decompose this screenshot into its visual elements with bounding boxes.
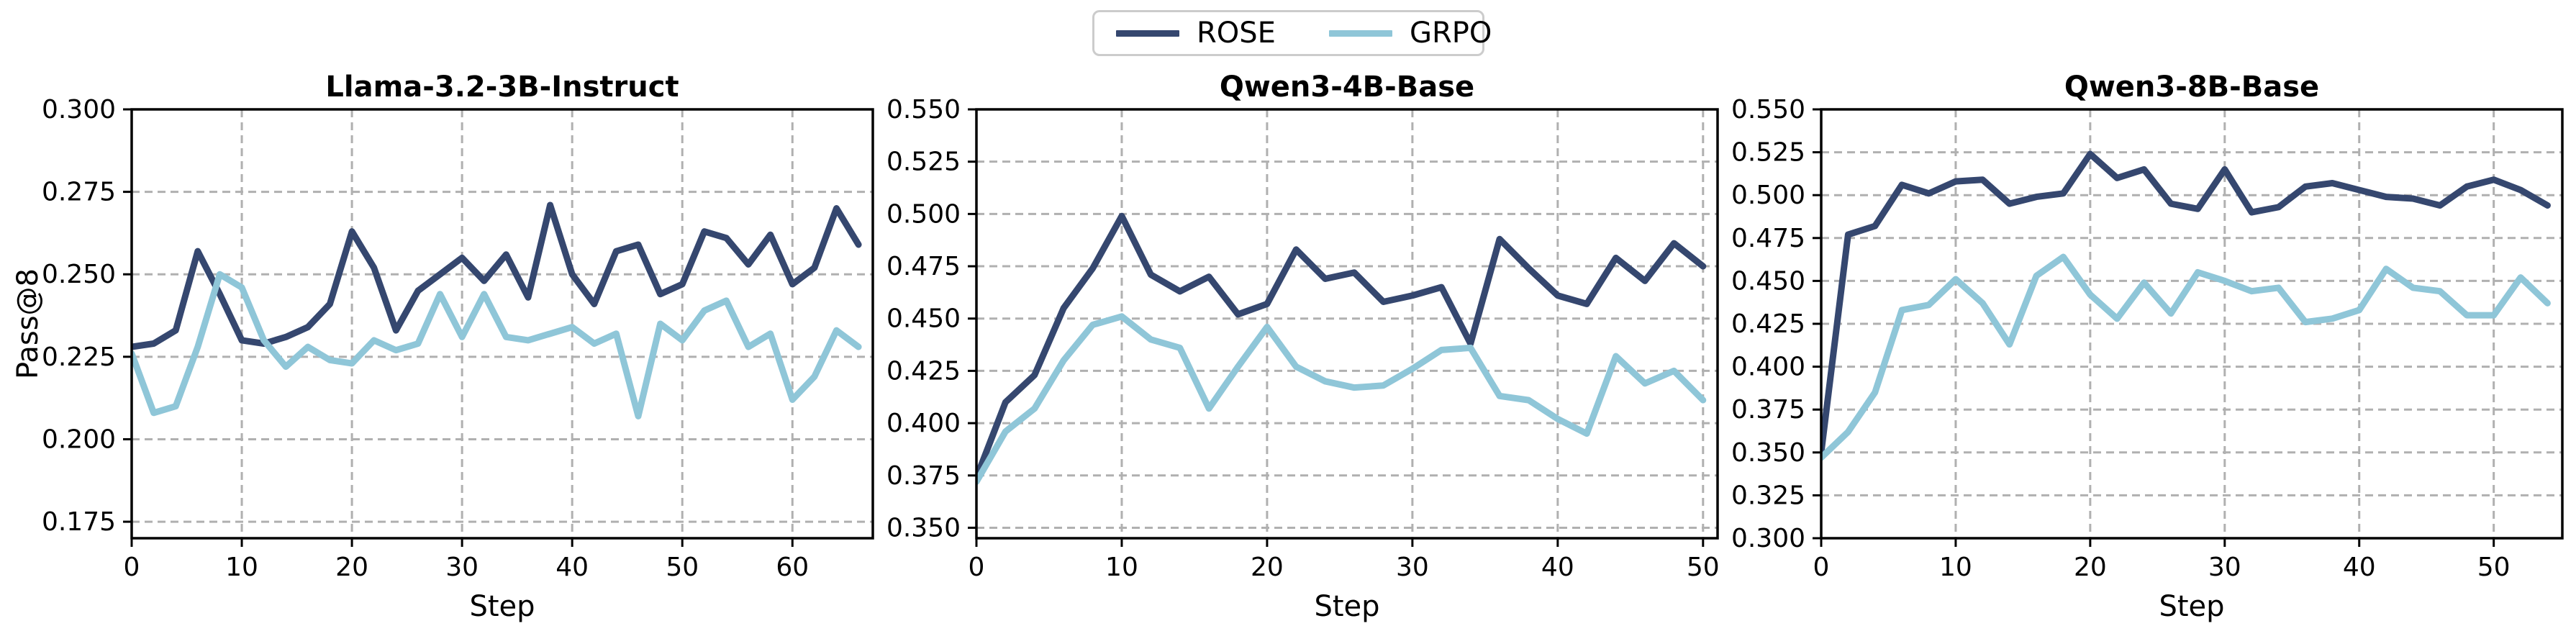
gridlines [1820, 108, 2562, 540]
x-tick-label: 60 [776, 553, 809, 582]
series-line-grpo [132, 271, 862, 419]
plot-frame [130, 108, 874, 540]
x-tick-label: 0 [124, 553, 140, 582]
ticks [123, 108, 794, 547]
x-tick-label: 50 [666, 553, 699, 582]
series-line-rose [1821, 150, 2551, 456]
series-line-grpo [976, 313, 1707, 486]
y-axis-label: Pass@8 [12, 268, 45, 379]
series-line-grpo [1821, 253, 2551, 461]
axes-Qwen3-8B-Base: 0 10 20 30 40 50 0.300 0.325 0.350 0.375 0.400 0.42… [1731, 71, 2564, 623]
series-group [976, 212, 1707, 486]
y-tick-label: 0.325 [1731, 481, 1805, 510]
x-tick-label: 10 [225, 553, 258, 582]
y-tick-label: 0.250 [42, 260, 116, 289]
y-tick-label: 0.300 [1731, 524, 1805, 553]
y-tick-label: 0.550 [1731, 95, 1805, 124]
legend-label-rose: ROSE [1197, 17, 1276, 50]
x-tick-label: 30 [445, 553, 479, 582]
y-tick-label: 0.400 [886, 409, 961, 438]
grpo-line-swatch-icon [1328, 30, 1392, 37]
x-tick-label: 40 [555, 553, 589, 582]
y-tick-label: 0.300 [42, 95, 116, 124]
x-tick-label: 30 [1396, 553, 1429, 582]
y-tick-label: 0.350 [1731, 438, 1805, 468]
y-tick-label: 0.500 [1731, 181, 1805, 210]
x-tick-label: 40 [2343, 553, 2376, 582]
y-tick-label: 0.200 [42, 425, 116, 454]
x-tick-label: 10 [1105, 553, 1138, 582]
x-axis-label: Step [2159, 590, 2224, 623]
ticks [1813, 108, 2495, 547]
y-tick-label: 0.525 [1731, 138, 1805, 168]
chart-title: Qwen3-8B-Base [2064, 71, 2319, 104]
series-line-rose [976, 212, 1707, 481]
axes-Llama-3.2-3B-Instruct: 0 10 20 30 40 50 60 0.175 0.200 0.225 0.250 0.275 0.… [12, 71, 874, 623]
x-tick-label: 50 [2477, 553, 2511, 582]
legend-label-grpo: GRPO [1409, 17, 1492, 50]
y-tick-label: 0.275 [42, 178, 116, 207]
x-tick-label: 20 [1251, 553, 1284, 582]
y-tick-label: 0.550 [886, 95, 961, 124]
gridlines [975, 108, 1718, 538]
x-axis-label: Step [1314, 590, 1379, 623]
y-tick-label: 0.450 [1731, 266, 1805, 296]
y-tick-label: 0.175 [42, 507, 116, 537]
y-tick-label: 0.475 [886, 252, 961, 281]
x-tick-label: 0 [1813, 553, 1830, 582]
y-tick-label: 0.375 [886, 461, 961, 491]
axes-Qwen3-4B-Base: 0 10 20 30 40 50 0.350 0.375 0.400 0.425 0.450 0.47… [886, 71, 1720, 623]
x-tick-label: 0 [969, 553, 985, 582]
y-tick-label: 0.475 [1731, 224, 1805, 253]
y-tick-label: 0.450 [886, 304, 961, 334]
y-tick-label: 0.525 [886, 148, 961, 177]
chart-title: Llama-3.2-3B-Instruct [325, 71, 679, 104]
legend-item-grpo: GRPO [1328, 17, 1492, 50]
x-tick-label: 10 [1939, 553, 1972, 582]
y-tick-label: 0.500 [886, 199, 961, 229]
tick-labels: 0 10 20 30 40 50 0.300 0.325 0.350 0.375 0.400 0.42… [1731, 95, 2511, 582]
y-tick-label: 0.350 [886, 513, 961, 543]
series-group [1821, 150, 2551, 461]
tick-labels: 0 10 20 30 40 50 0.350 0.375 0.400 0.425 0.450 0.47… [886, 95, 1720, 582]
chart-title: Qwen3-4B-Base [1220, 71, 1474, 104]
rose-line-swatch-icon [1116, 30, 1179, 37]
gridlines [130, 108, 873, 538]
x-tick-label: 50 [1687, 553, 1720, 582]
x-tick-label: 40 [1541, 553, 1574, 582]
y-tick-label: 0.425 [1731, 309, 1805, 339]
series-group [132, 201, 862, 419]
legend: ROSE GRPO [1092, 10, 1492, 56]
x-tick-label: 30 [2208, 553, 2241, 582]
y-tick-label: 0.425 [886, 356, 961, 386]
tick-labels: 0 10 20 30 40 50 60 0.175 0.200 0.225 0.250 0.275 0.… [42, 95, 809, 582]
x-tick-label: 20 [2074, 553, 2107, 582]
x-tick-label: 20 [335, 553, 368, 582]
x-axis-label: Step [469, 590, 535, 623]
y-tick-label: 0.400 [1731, 353, 1805, 382]
series-line-rose [132, 201, 862, 350]
ticks [968, 108, 1705, 547]
y-tick-label: 0.375 [1731, 395, 1805, 425]
plot-frame [975, 108, 1719, 540]
y-tick-label: 0.225 [42, 343, 116, 372]
legend-item-rose: ROSE [1116, 19, 1276, 47]
